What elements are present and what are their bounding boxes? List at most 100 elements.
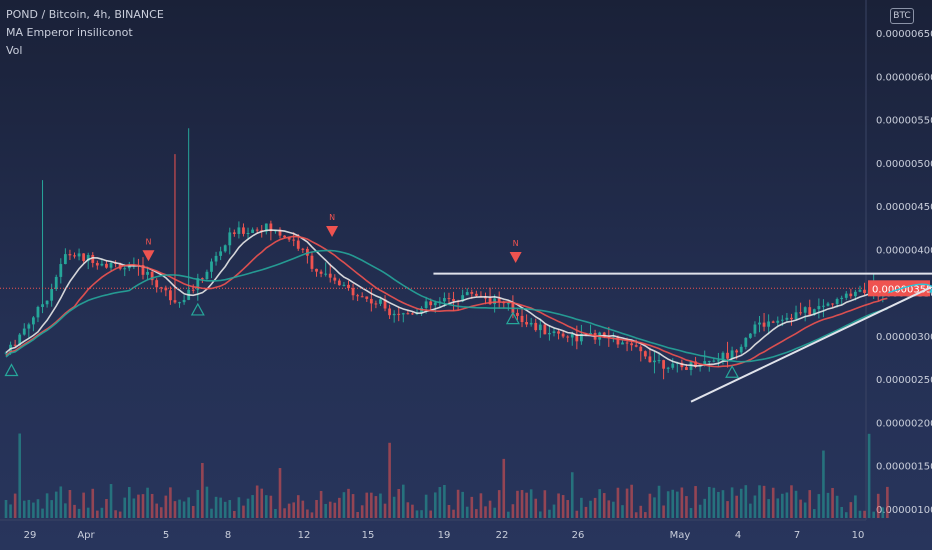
volume-bar bbox=[201, 462, 204, 518]
candle-body bbox=[497, 298, 501, 303]
candle-body bbox=[296, 240, 300, 249]
volume-bar bbox=[767, 499, 770, 518]
volume-bar bbox=[82, 492, 85, 518]
volume-bar bbox=[447, 504, 451, 518]
volume-bar bbox=[730, 487, 734, 518]
volume-bar bbox=[598, 489, 601, 518]
candle-body bbox=[799, 312, 802, 314]
candle-body bbox=[255, 229, 259, 231]
volume-bar bbox=[771, 487, 775, 518]
candle-body bbox=[4, 352, 8, 354]
candle-body bbox=[803, 307, 807, 313]
support-trendline[interactable] bbox=[690, 271, 932, 403]
candle-body bbox=[360, 296, 364, 298]
volume-bar bbox=[433, 492, 437, 518]
volume-bar bbox=[835, 495, 839, 518]
candle-body bbox=[653, 360, 656, 363]
volume-bar bbox=[187, 497, 190, 518]
candle-body bbox=[191, 289, 195, 291]
candle-body bbox=[356, 295, 360, 297]
volume-bar bbox=[739, 488, 743, 518]
volume-bar bbox=[516, 490, 519, 518]
candle-body bbox=[748, 333, 752, 338]
candle-body bbox=[730, 350, 734, 359]
volume-bar bbox=[552, 504, 556, 518]
symbol-legend[interactable]: POND / Bitcoin, 4h, BINANCE bbox=[6, 8, 164, 21]
candle-body bbox=[310, 255, 314, 269]
volume-bar bbox=[146, 487, 149, 518]
candle-body bbox=[566, 336, 570, 338]
x-tick-label: 15 bbox=[362, 530, 375, 541]
candle-body bbox=[525, 322, 528, 325]
candle-body bbox=[379, 299, 382, 304]
candle-body bbox=[27, 324, 31, 329]
y-tick-label: 0.00000650 bbox=[876, 29, 932, 40]
candle-body bbox=[411, 313, 414, 315]
volume-bar bbox=[639, 505, 643, 518]
volume-bar bbox=[287, 503, 291, 518]
candle-body bbox=[735, 350, 739, 353]
volume-bar bbox=[255, 485, 259, 518]
candle-body bbox=[210, 261, 213, 272]
y-tick-label: 0.00000150 bbox=[876, 462, 932, 473]
candle-body bbox=[520, 315, 524, 323]
volume-bar bbox=[776, 498, 780, 518]
volume-bar bbox=[159, 507, 163, 518]
volume-bar bbox=[306, 509, 309, 518]
candle-body bbox=[465, 292, 469, 296]
candle-body bbox=[488, 297, 492, 305]
candle-body bbox=[219, 251, 223, 256]
y-tick-label: 0.00000200 bbox=[876, 418, 932, 429]
volume-bar bbox=[602, 493, 606, 518]
volume-bar bbox=[625, 488, 629, 518]
candle-body bbox=[712, 360, 716, 362]
candle-body bbox=[59, 264, 63, 277]
candle-body bbox=[264, 223, 268, 232]
volume-bar bbox=[717, 491, 720, 518]
candle-body bbox=[45, 300, 49, 305]
candle-body bbox=[771, 321, 775, 323]
volume-legend[interactable]: Vol bbox=[6, 44, 23, 57]
volume-bar bbox=[849, 502, 853, 518]
x-tick-label: 19 bbox=[438, 530, 451, 541]
candle-body bbox=[32, 317, 35, 325]
volume-bar bbox=[785, 492, 789, 518]
currency-badge[interactable]: BTC bbox=[890, 8, 914, 24]
volume-bar bbox=[324, 503, 327, 518]
candle-body bbox=[150, 271, 154, 281]
candle-body bbox=[269, 223, 273, 232]
volume-bar bbox=[507, 511, 510, 518]
candle-body bbox=[123, 268, 127, 270]
candle-body bbox=[538, 324, 542, 331]
volume-bar bbox=[689, 508, 693, 518]
x-tick-label: 10 bbox=[852, 530, 865, 541]
candle-body bbox=[237, 227, 241, 234]
candle-body bbox=[182, 299, 186, 303]
candle-body bbox=[54, 276, 58, 290]
volume-bar bbox=[4, 499, 8, 518]
candle-body bbox=[105, 263, 108, 268]
x-tick-label: 7 bbox=[794, 530, 800, 541]
volume-bar bbox=[621, 505, 624, 518]
candle-body bbox=[369, 298, 373, 304]
candle-body bbox=[13, 344, 17, 346]
volume-bar bbox=[415, 510, 419, 518]
candle-body bbox=[283, 235, 286, 238]
x-tick-label: 22 bbox=[496, 530, 509, 541]
volume-bar bbox=[274, 508, 277, 518]
candle-body bbox=[169, 290, 172, 301]
volume-bar bbox=[607, 500, 611, 518]
projection-path[interactable] bbox=[888, 202, 932, 294]
indicator-legend[interactable]: MA Emperor insiliconot bbox=[6, 26, 133, 39]
sell-signal-marker bbox=[142, 250, 155, 262]
candle-body bbox=[127, 265, 131, 269]
ma-fast-line bbox=[5, 229, 888, 367]
y-tick-label: 0.00000450 bbox=[876, 202, 932, 213]
candle-body bbox=[433, 302, 437, 306]
candle-body bbox=[91, 254, 95, 263]
volume-bar bbox=[648, 493, 652, 518]
candle-body bbox=[109, 262, 113, 268]
volume-bar bbox=[844, 512, 848, 518]
y-tick-label: 0.00000500 bbox=[876, 159, 932, 170]
